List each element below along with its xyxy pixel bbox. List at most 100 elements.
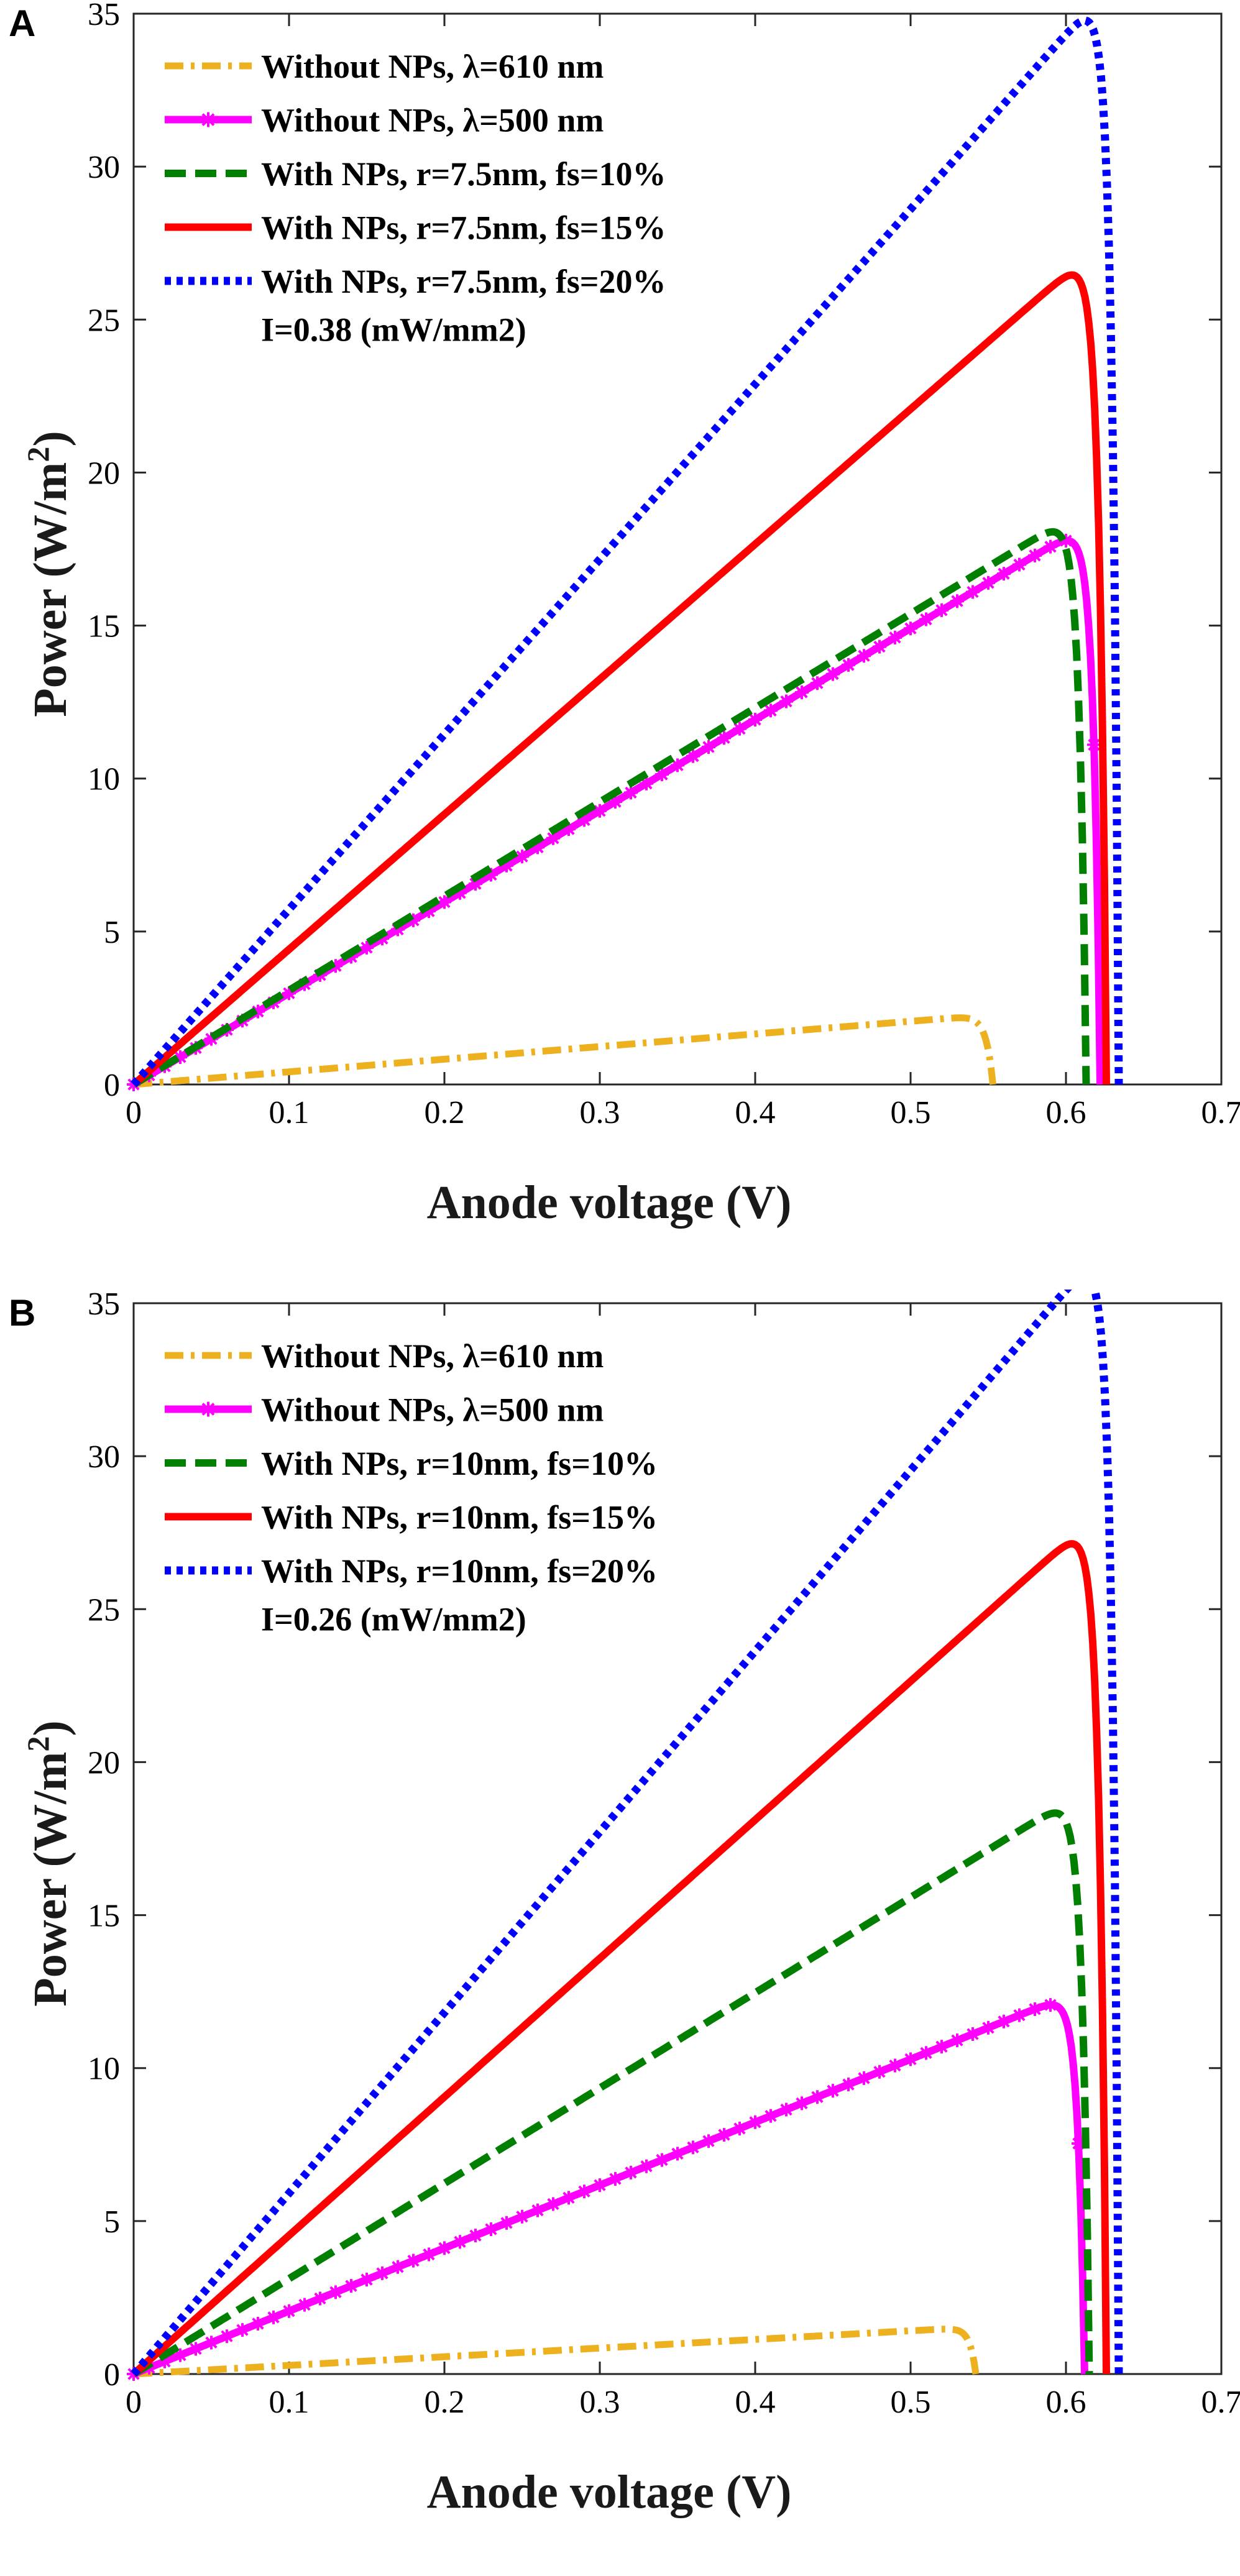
- chart1-x-axis-label: Anode voltage (V): [427, 2466, 792, 2518]
- chart1-x-tick-label: 0.7: [1201, 2385, 1240, 2420]
- chart0-series-marker: [531, 840, 544, 855]
- chart0-series-line-3: [131, 271, 1110, 1088]
- chart1-series-marker: [282, 2304, 296, 2318]
- chart1-series-marker: [453, 2235, 467, 2249]
- chart-panel-b: B 0 0.1 0.2 0.3 0.4 0.5 0.6 0.7 0 5 10 15 20 25 30 35 Ano…: [0, 1290, 1240, 2576]
- chart0-x-tick-label: 0.5: [891, 1095, 931, 1130]
- chart1-legend: Without NPs, λ=610 nm Without NPs, λ=500 …: [165, 1337, 658, 1590]
- chart0-series-marker: [391, 922, 405, 937]
- chart0-series-marker: [624, 786, 638, 800]
- chart0-panel-label: A: [9, 2, 35, 44]
- chart1-series-marker: [422, 2247, 436, 2262]
- chart1-series-marker: [1013, 2008, 1026, 2022]
- chart0-series-marker: [593, 804, 607, 818]
- chart0-series-line-0: [132, 1014, 996, 1088]
- chart1-legend-label-4: With NPs, r=10nm, fs=20%: [261, 1552, 658, 1590]
- chart0-series-marker: [1044, 539, 1057, 554]
- chart1-x-tick-label: 0.6: [1046, 2385, 1086, 2420]
- chart0-y-tick-label: 30: [88, 150, 120, 185]
- chart1-series-marker: [391, 2260, 405, 2274]
- chart1-series-line-0: [132, 2326, 980, 2378]
- chart1-series-marker: [298, 2298, 311, 2312]
- chart1-series-marker: [966, 2027, 980, 2041]
- chart0-x-tick-label: 0.3: [580, 1095, 620, 1130]
- chart0-legend-marker-1: [201, 112, 216, 127]
- chart1-x-tick-label: 0.1: [269, 2385, 310, 2420]
- chart0-x-tick-label: 0.4: [735, 1095, 776, 1130]
- chart1-legend-marker-1: [201, 1401, 216, 1417]
- chart1-series-marker: [438, 2241, 451, 2255]
- chart0-series-marker: [640, 776, 653, 791]
- chart1-legend-label-1: Without NPs, λ=500 nm: [261, 1391, 604, 1429]
- chart0-x-tick-label: 0.7: [1201, 1095, 1240, 1130]
- chart1-series-marker: [593, 2178, 607, 2193]
- chart1-series-marker: [671, 2147, 684, 2161]
- chart0-x-tick-label: 0: [126, 1095, 142, 1130]
- chart-panel-a: A 0 0.1 0.2 0.3 0.4 0.5 0.6 0.7 0 5 10 15 20 25 30 35 Ano…: [0, 0, 1240, 1286]
- chart0-y-tick-label: 10: [88, 762, 120, 797]
- chart1-series-marker: [344, 2279, 358, 2293]
- chart1-y-axis-label-sup: 2: [21, 1736, 55, 1752]
- chart0-series-marker: [888, 630, 902, 644]
- chart1-legend-label-0: Without NPs, λ=610 nm: [261, 1337, 604, 1375]
- chart0-series-marker: [251, 1004, 265, 1019]
- chart1-x-tick-label: 0.4: [735, 2385, 776, 2420]
- chart1-series-marker: [562, 2191, 576, 2205]
- chart1-y-axis-label-close: ): [24, 1720, 76, 1736]
- chart0-series-marker: [857, 649, 871, 663]
- chart0-series-marker: [748, 712, 762, 727]
- chart0-series-marker: [981, 575, 995, 590]
- chart0-plot-frame: [132, 12, 1223, 1086]
- chart1-series-marker: [204, 2335, 218, 2350]
- chart1-y-tick-label: 35: [88, 1290, 120, 1322]
- chart0-legend-label-0: Without NPs, λ=610 nm: [261, 48, 604, 85]
- chart-a-svg: A 0 0.1 0.2 0.3 0.4 0.5 0.6 0.7 0 5 10 15 20 25 30 35 Ano…: [9, 0, 1240, 1229]
- chart0-legend-label-1: Without NPs, λ=500 nm: [261, 102, 604, 139]
- chart1-series-marker: [981, 2020, 995, 2035]
- chart1-series-marker: [500, 2216, 513, 2230]
- chart1-series-marker: [997, 2014, 1011, 2028]
- chart0-series-marker: [360, 940, 374, 955]
- chart1-series-marker: [950, 2033, 964, 2048]
- chart1-series-marker: [655, 2153, 669, 2167]
- chart0-series-marker: [282, 986, 296, 1001]
- chart0-y-axis-label-close: ): [24, 431, 76, 446]
- chart0-series-marker: [671, 758, 684, 772]
- chart1-annotation: I=0.26 (mW/mm2): [261, 1601, 526, 1638]
- chart0-series-marker: [453, 886, 467, 900]
- chart0-series-marker: [873, 639, 886, 654]
- chart0-series-marker: [204, 1032, 218, 1046]
- chart0-series-marker: [795, 685, 809, 699]
- chart0-series-marker: [904, 621, 917, 636]
- chart1-series-marker: [795, 2096, 809, 2111]
- chart1-series-marker: [919, 2046, 933, 2060]
- chart0-series-marker: [826, 667, 840, 681]
- chart-b-svg: B 0 0.1 0.2 0.3 0.4 0.5 0.6 0.7 0 5 10 15 20 25 30 35 Ano…: [9, 1290, 1240, 2518]
- chart0-series-marker: [546, 831, 560, 845]
- chart1-series-marker: [779, 2102, 793, 2117]
- chart0-series-marker: [764, 704, 778, 718]
- chart1-x-tick-label: 0: [126, 2385, 142, 2420]
- chart0-series-marker: [919, 612, 933, 626]
- chart0-series-marker: [484, 868, 498, 882]
- chart0-series-marker: [1028, 548, 1042, 562]
- chart0-x-tick-label: 0.1: [269, 1095, 310, 1130]
- chart1-series-marker: [531, 2203, 544, 2217]
- chart0-y-tick-label: 0: [104, 1068, 120, 1103]
- chart1-series-line-4: [131, 1290, 1123, 2377]
- chart1-series-marker: [857, 2071, 871, 2085]
- chart1-series-marker: [236, 2323, 249, 2337]
- chart1-series-marker: [220, 2329, 234, 2344]
- chart1-y-axis-label: Power (W/m2): [21, 1720, 76, 2006]
- chart0-series-marker: [406, 913, 420, 927]
- chart1-series-marker: [1028, 2002, 1042, 2016]
- chart0-series-markers-1: [127, 533, 1101, 1091]
- chart1-series-marker: [484, 2222, 498, 2237]
- chart0-annotation: I=0.38 (mW/mm2): [261, 311, 526, 349]
- chart0-series-marker: [500, 858, 513, 873]
- chart0-series-marker: [577, 813, 591, 827]
- chart1-series-marker: [329, 2285, 342, 2299]
- chart1-series-marker: [251, 2316, 265, 2331]
- chart1-y-tick-label: 5: [104, 2204, 120, 2240]
- chart1-series-marker: [609, 2171, 622, 2186]
